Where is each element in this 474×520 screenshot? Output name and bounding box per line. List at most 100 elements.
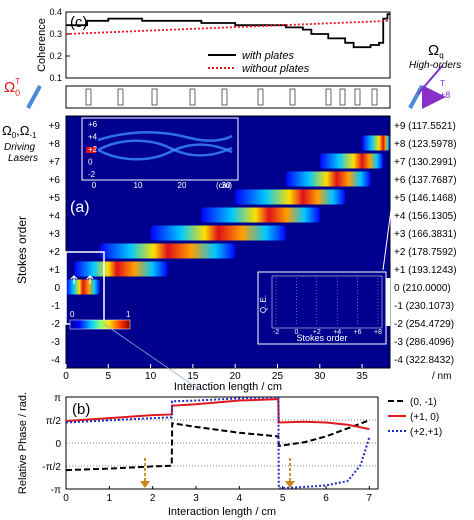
wavelength-tick: +8 (123.5978) — [394, 139, 457, 150]
inset-top: +6 +4 +2 0 -2 0 10 20 30 (cm) — [81, 117, 239, 190]
panel-a-label: (a) — [70, 199, 90, 216]
plate — [189, 88, 196, 106]
stokes-order-tick: +1 — [49, 265, 61, 276]
stokes-order-tick: -2 — [51, 319, 60, 330]
driving-lasers-line2: Lasers — [8, 153, 38, 164]
stokes-order-tick: 0 — [54, 283, 60, 294]
plate — [325, 88, 332, 106]
callout-line-bar — [382, 179, 396, 271]
inset-bar-xtick: +6 — [354, 329, 362, 336]
inset-top-ytick: +6 — [88, 120, 98, 129]
b-xtick-label: 3 — [193, 493, 199, 504]
inset-bar-xtick: +8 — [374, 329, 382, 336]
panel-c: (c) Coherence 0.4 0.3 0.2 0.1 with plates w… — [36, 7, 391, 83]
panel-a-left-ticks: +9 +8 +7 +6 +5 +4 +3 +2 +1 0 -1 -2 -3 -4 — [49, 121, 61, 366]
stokes-order-tick: -1 — [51, 301, 60, 312]
plate — [117, 88, 124, 106]
inset-bar-ylabel: Q. E. — [259, 295, 268, 313]
panel-b-gridlines — [66, 419, 378, 467]
stokes-band-5 — [235, 189, 346, 205]
panel-b-label: (b) — [72, 401, 90, 418]
inset-top-bg — [81, 117, 239, 181]
output-mirror — [408, 85, 424, 109]
stokes-order-tick: +2 — [49, 247, 61, 258]
inset-top-band — [97, 131, 233, 142]
b-legend-label-2: (+2,+1) — [410, 427, 442, 438]
b-xtick-label: 5 — [280, 493, 286, 504]
series-with-plates — [66, 13, 390, 49]
panel-a-ylabel: Stokes order — [15, 216, 29, 284]
driving-lasers-line1: Driving — [4, 142, 36, 153]
inset-bar-xtick: +2 — [313, 329, 321, 336]
panel-a-xticks: 0 5 10 15 20 25 30 35 — [63, 364, 368, 382]
inset-top-xtick: 10 — [134, 181, 143, 190]
stokes-band-0 — [66, 279, 100, 295]
b-ytick-label: -π/2 — [42, 462, 61, 473]
qe-bar — [386, 278, 391, 326]
inset-bar-bars — [386, 278, 391, 326]
colorbar: 0 1 — [69, 310, 131, 330]
plate — [371, 88, 378, 106]
inset-top-xticks: 0 10 20 30 — [92, 181, 231, 190]
panel-c-legend: with plates without plates — [208, 50, 310, 75]
a-xtick-label: 5 — [106, 371, 112, 382]
legend-label-with-plates: with plates — [242, 50, 294, 62]
panel-b-xlabel: Interaction length / cm — [168, 506, 276, 518]
inset-top-hotspot — [86, 147, 96, 153]
inset-top-band — [97, 143, 233, 161]
stokes-order-tick: +7 — [49, 157, 61, 168]
phase-series-0 — [66, 419, 370, 472]
b-xtick-label: 4 — [237, 493, 243, 504]
stokes-band-1 — [74, 261, 168, 277]
stokes-order-tick: +8 — [49, 139, 61, 150]
input-mirror — [26, 85, 42, 109]
legend-label-without-plates: without plates — [242, 63, 310, 75]
wavelength-tick: -2 (254.4729) — [394, 319, 454, 330]
panel-c-label: (c) — [70, 14, 88, 31]
wavelength-tick: +2 (178.7592) — [394, 247, 457, 258]
a-xtick-label: 0 — [63, 371, 69, 382]
b-legend-label-0: (0, -1) — [410, 397, 437, 408]
a-xtick-label: 25 — [272, 371, 284, 382]
wavelength-tick: -3 (286.4096) — [394, 337, 454, 348]
inset-bar-plot — [271, 275, 383, 329]
wavelength-tick: +1 (193.1243) — [394, 265, 457, 276]
panel-a-frame — [65, 115, 391, 369]
wavelength-tick: +3 (166.3831) — [394, 229, 457, 240]
stokes-band-4 — [201, 207, 320, 223]
plate — [354, 88, 361, 106]
beam-schematic: ΩT 0 Ω0,Ω-1 Driving Lasers Ωq High-orders… — [2, 42, 461, 164]
stokes-band-6 — [285, 171, 371, 187]
heatmap-cells — [66, 135, 390, 295]
wavelength-tick: -1 (230.1073) — [394, 301, 454, 312]
omega-t0-label: ΩT 0 — [4, 77, 20, 98]
b-legend-label-1: (+1, 0) — [410, 412, 439, 423]
b-xtick-label: 0 — [63, 493, 69, 504]
stokes-order-tick: +3 — [49, 229, 61, 240]
c-ytick-label: 0.3 — [49, 29, 62, 39]
b-xtick-label: 2 — [150, 493, 156, 504]
dispersion-plates — [85, 88, 378, 106]
panel-b-legend: (0, -1) (+1, 0) (+2,+1) — [388, 397, 442, 438]
wavelength-tick: +4 (156.1305) — [394, 211, 457, 222]
inset-top-xtick: 20 — [178, 181, 187, 190]
panel-c-lines — [65, 13, 391, 49]
inset-top-band — [97, 139, 233, 157]
inset-top-ytick: 0 — [88, 158, 93, 167]
b-xtick-label: 1 — [107, 493, 113, 504]
c-ytick-label: 0.1 — [49, 73, 62, 83]
a-xtick-label: 15 — [187, 371, 199, 382]
panel-b-xticks: 0 1 2 3 4 5 6 7 — [63, 486, 373, 504]
plate — [85, 88, 92, 106]
colorbar-max: 1 — [126, 310, 131, 319]
panel-a-right-ticks: +9 (117.5521) +8 (123.5978) +7 (130.2991) +… — [394, 121, 457, 366]
panel-c-yticks: 0.4 0.3 0.2 0.1 — [49, 7, 70, 83]
stokes-band-2 — [99, 243, 236, 259]
inset-bar-xticks: -2 0 +2 +4 +6 +8 — [273, 329, 382, 336]
panel-a-xlabel: Interaction length / cm — [174, 381, 282, 393]
panel-c-ylabel: Coherence — [36, 18, 48, 72]
wavelength-tick: 0 (210.0000) — [394, 283, 451, 294]
inset-top-bands — [86, 131, 233, 161]
b-ytick-label: -π — [51, 485, 61, 496]
